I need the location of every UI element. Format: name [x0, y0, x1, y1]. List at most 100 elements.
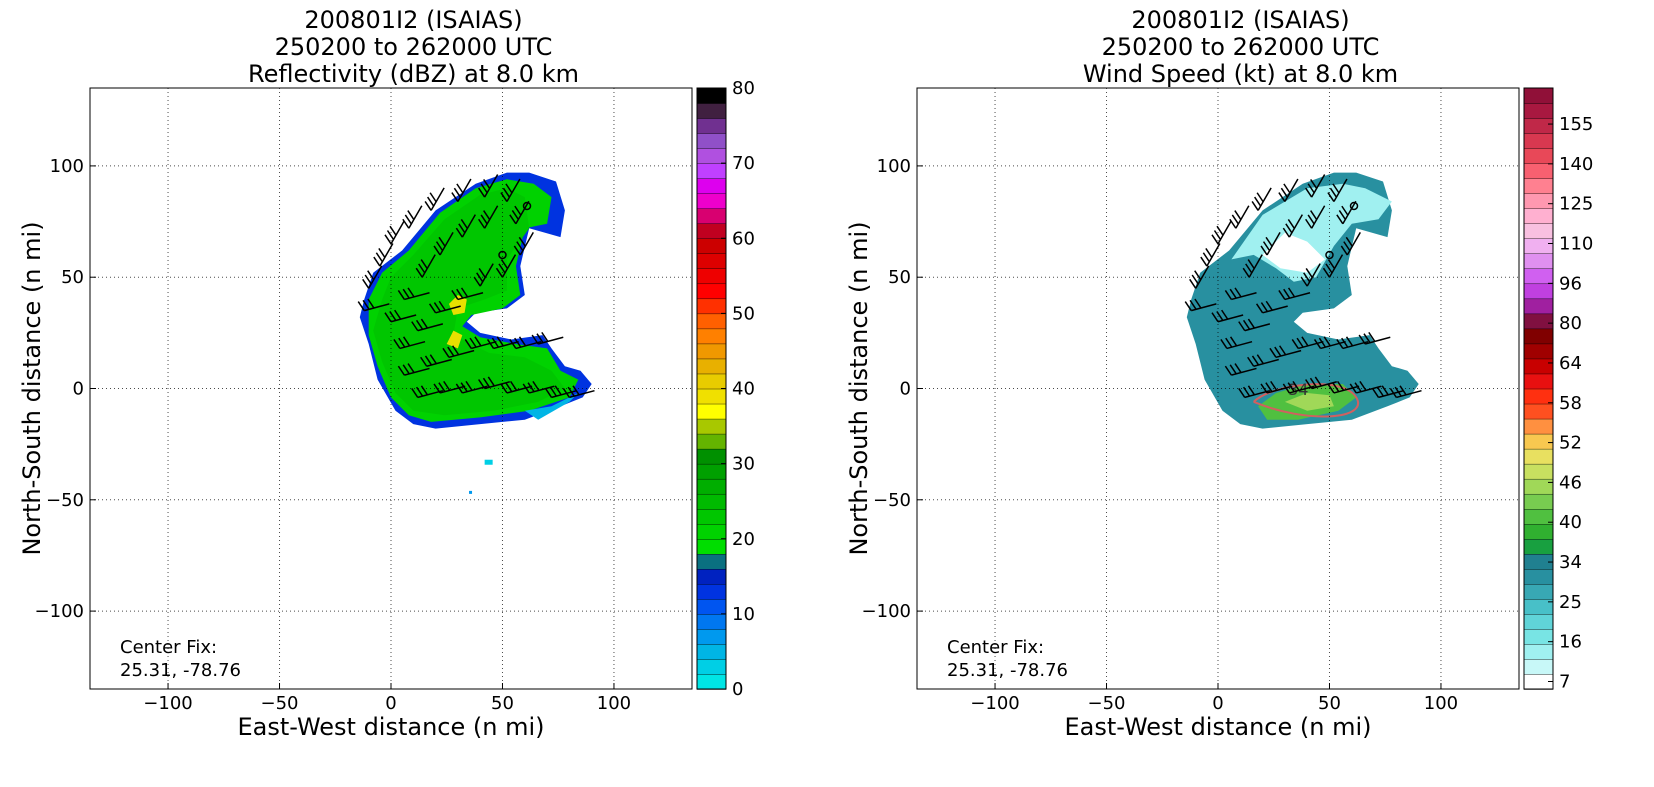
chart-title-line-3: Wind Speed (kt) at 8.0 km	[1082, 60, 1399, 88]
wind-barb	[428, 300, 461, 314]
colorbar-tick-label: 46	[1559, 472, 1582, 493]
center-fix-value: 25.31, -78.76	[947, 660, 1068, 681]
wind-barb	[531, 331, 564, 345]
wind-barb	[451, 178, 472, 202]
colorbar-segment	[696, 223, 727, 239]
colorbar-segment	[1523, 388, 1554, 405]
colorbar-segment	[1523, 523, 1554, 540]
colorbar-tick-label: 7	[1559, 671, 1570, 692]
colorbar-segment	[696, 538, 727, 555]
colorbar-tick-label: 40	[732, 379, 755, 400]
wind-barb	[402, 205, 423, 229]
wind-barb	[357, 298, 390, 312]
x-tick-label: −100	[143, 693, 192, 714]
colorbar-segment	[696, 132, 727, 149]
wind-barb	[500, 178, 521, 202]
wind-barb	[397, 363, 430, 376]
wind-barb	[500, 380, 533, 394]
colorbar-segment	[696, 433, 727, 450]
chart-title-line-1: 200801I2 (ISAIAS)	[1131, 6, 1350, 34]
colorbar-segment	[1523, 283, 1554, 300]
wind-barb	[1305, 205, 1326, 229]
wind-barb	[1327, 178, 1348, 202]
colorbar-segment	[1523, 598, 1554, 615]
wind-barb	[1189, 265, 1210, 289]
colorbar-segment	[696, 658, 727, 675]
colorbar-tick-label: 30	[732, 454, 755, 475]
wind-barb	[433, 380, 466, 394]
wind-barb	[478, 205, 499, 229]
x-tick-label: 100	[1424, 693, 1458, 714]
wind-barb	[424, 187, 445, 211]
colorbar-segment	[1523, 117, 1554, 134]
colorbar-segment	[696, 328, 727, 345]
center-fix-value: 25.31, -78.76	[120, 660, 241, 681]
colorbar-segment	[696, 298, 727, 315]
colorbar-tick-label: 80	[1559, 313, 1582, 334]
wind-barb	[1260, 380, 1293, 394]
wind-barb	[451, 287, 484, 301]
colorbar-segment	[1523, 298, 1554, 315]
echo-max-core	[446, 330, 463, 349]
colorbar-segment	[696, 207, 727, 224]
wind-speed-panel: 200801I2 (ISAIAS) 250200 to 262000 UTC W…	[827, 0, 1654, 787]
x-tick-label: −100	[970, 693, 1019, 714]
colorbar-tick-label: 50	[732, 303, 755, 324]
y-tick-label: 50	[888, 267, 911, 288]
wind-barb	[1389, 385, 1422, 399]
colorbar-segment	[1523, 328, 1554, 345]
colorbar-frame	[1523, 87, 1554, 690]
wind-barb	[1371, 385, 1404, 399]
colorbar-tick-label: 64	[1559, 353, 1582, 374]
wind-barb	[1200, 243, 1221, 267]
colorbar-segment	[696, 643, 727, 660]
y-axis-label: North-South distance (n mi)	[18, 221, 46, 555]
chart-title-line-3: Reflectivity (dBZ) at 8.0 km	[248, 60, 579, 88]
colorbar-segment	[696, 253, 727, 269]
wind-barb	[384, 220, 405, 245]
wind-barb	[1340, 232, 1361, 256]
colorbar-segment	[696, 583, 727, 600]
colorbar-segment	[1523, 538, 1554, 555]
colorbar-segment	[696, 523, 727, 540]
y-tick-label: 100	[50, 156, 84, 177]
wind-barb	[544, 385, 577, 399]
colorbar-segment	[696, 448, 727, 465]
colorbar-segment	[1523, 268, 1554, 285]
echo-max-core	[449, 295, 467, 315]
colorbar-segment	[1523, 177, 1554, 194]
wind-barb	[433, 232, 454, 256]
wind-barb	[415, 254, 436, 278]
colorbar-segment	[1523, 568, 1554, 585]
wind-barb	[1238, 318, 1271, 332]
colorbar-segment	[1523, 132, 1554, 149]
colorbar-segment	[696, 478, 727, 495]
colorbar-tick-label: 34	[1559, 552, 1582, 573]
wind-region	[1186, 172, 1419, 429]
colorbar-tick-label: 70	[732, 153, 755, 174]
colorbar-tick-label: 125	[1559, 194, 1593, 215]
colorbar-segment	[696, 162, 727, 179]
wind-barb	[1184, 298, 1217, 312]
echo-fringe	[524, 393, 579, 420]
y-tick-label: 100	[877, 156, 911, 177]
colorbar-segment	[696, 463, 727, 480]
x-axis-label: East-West distance (n mi)	[237, 713, 544, 741]
colorbar-segment	[696, 147, 727, 164]
wind-barb	[397, 287, 430, 301]
center-fix-label: Center Fix:	[947, 637, 1044, 658]
plot-area	[357, 172, 595, 494]
wind-40kt-region	[1284, 393, 1334, 411]
x-tick-label: −50	[1088, 693, 1126, 714]
colorbar-segment	[696, 358, 727, 375]
colorbar-tick-label: 58	[1559, 393, 1582, 414]
x-tick-label: 50	[491, 693, 514, 714]
y-tick-label: −100	[862, 601, 911, 622]
colorbar-tick-label: 96	[1559, 273, 1582, 294]
wind-barb	[1269, 345, 1302, 359]
wind-barb	[1224, 363, 1257, 376]
wind-barb	[1224, 287, 1257, 301]
wind-barb	[1220, 336, 1253, 350]
y-axis-label: North-South distance (n mi)	[845, 221, 873, 555]
